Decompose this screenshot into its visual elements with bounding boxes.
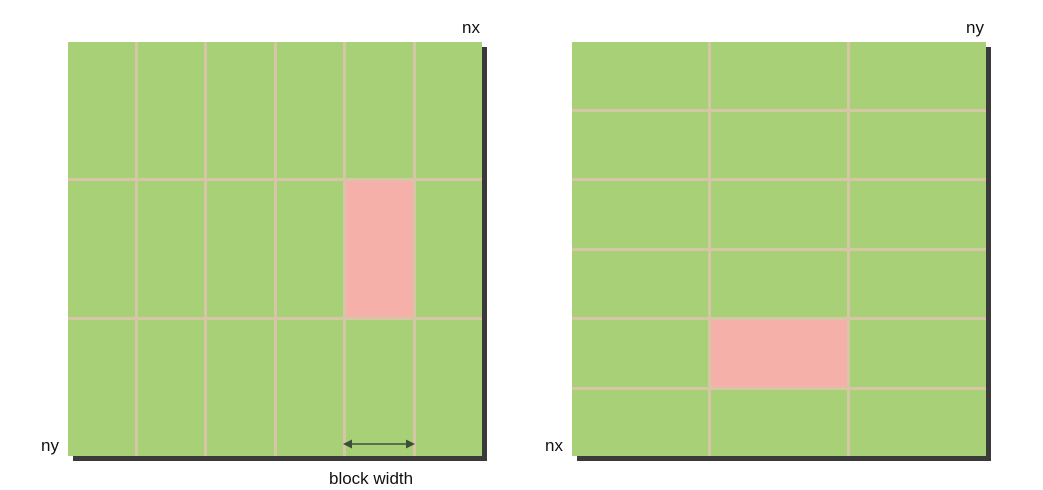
right-grid-block — [572, 320, 708, 387]
left-grid-block — [276, 320, 343, 456]
right-grid-block — [572, 181, 708, 248]
left-grid-block — [207, 320, 274, 456]
right-grid-block — [711, 111, 847, 178]
left-grid-block — [207, 181, 274, 317]
left-top-right-label: nx — [462, 18, 480, 37]
right-grid — [572, 42, 986, 456]
left-grid-block — [137, 181, 204, 317]
left-grid-block — [68, 181, 135, 317]
right-grid-block — [572, 250, 708, 317]
left-grid-highlighted-block — [346, 181, 413, 317]
right-grid-block — [850, 389, 986, 456]
right-grid-block — [711, 181, 847, 248]
left-grid-block — [276, 181, 343, 317]
left-grid-block — [415, 42, 482, 178]
block-width-label: block width — [329, 469, 414, 488]
right-grid-block — [572, 111, 708, 178]
left-grid-block — [137, 320, 204, 456]
left-grid-block — [137, 42, 204, 178]
left-grid-block — [276, 42, 343, 178]
left-grid-block — [207, 42, 274, 178]
left-bottom-left-label: ny — [41, 436, 59, 455]
left-grid — [68, 42, 482, 456]
left-grid-block — [68, 42, 135, 178]
right-grid-block — [850, 42, 986, 109]
right-grid-block — [850, 181, 986, 248]
left-grid-block — [415, 320, 482, 456]
arrow-head-right — [406, 439, 415, 449]
left-grid-block — [346, 320, 413, 456]
right-grid-block — [572, 389, 708, 456]
right-grid-block — [572, 42, 708, 109]
right-grid-block — [711, 42, 847, 109]
left-grid-block — [346, 42, 413, 178]
arrow-head-left — [343, 439, 352, 449]
right-grid-block — [711, 389, 847, 456]
left-grid-block — [415, 181, 482, 317]
block-width-arrow — [343, 439, 415, 449]
right-bottom-left-label: nx — [545, 436, 563, 455]
right-top-right-label: ny — [966, 18, 984, 37]
left-grid-block — [68, 320, 135, 456]
right-grid-block — [850, 111, 986, 178]
right-grid-block — [850, 250, 986, 317]
right-grid-block — [711, 250, 847, 317]
right-grid-block — [850, 320, 986, 387]
right-grid-highlighted-block — [711, 320, 847, 387]
